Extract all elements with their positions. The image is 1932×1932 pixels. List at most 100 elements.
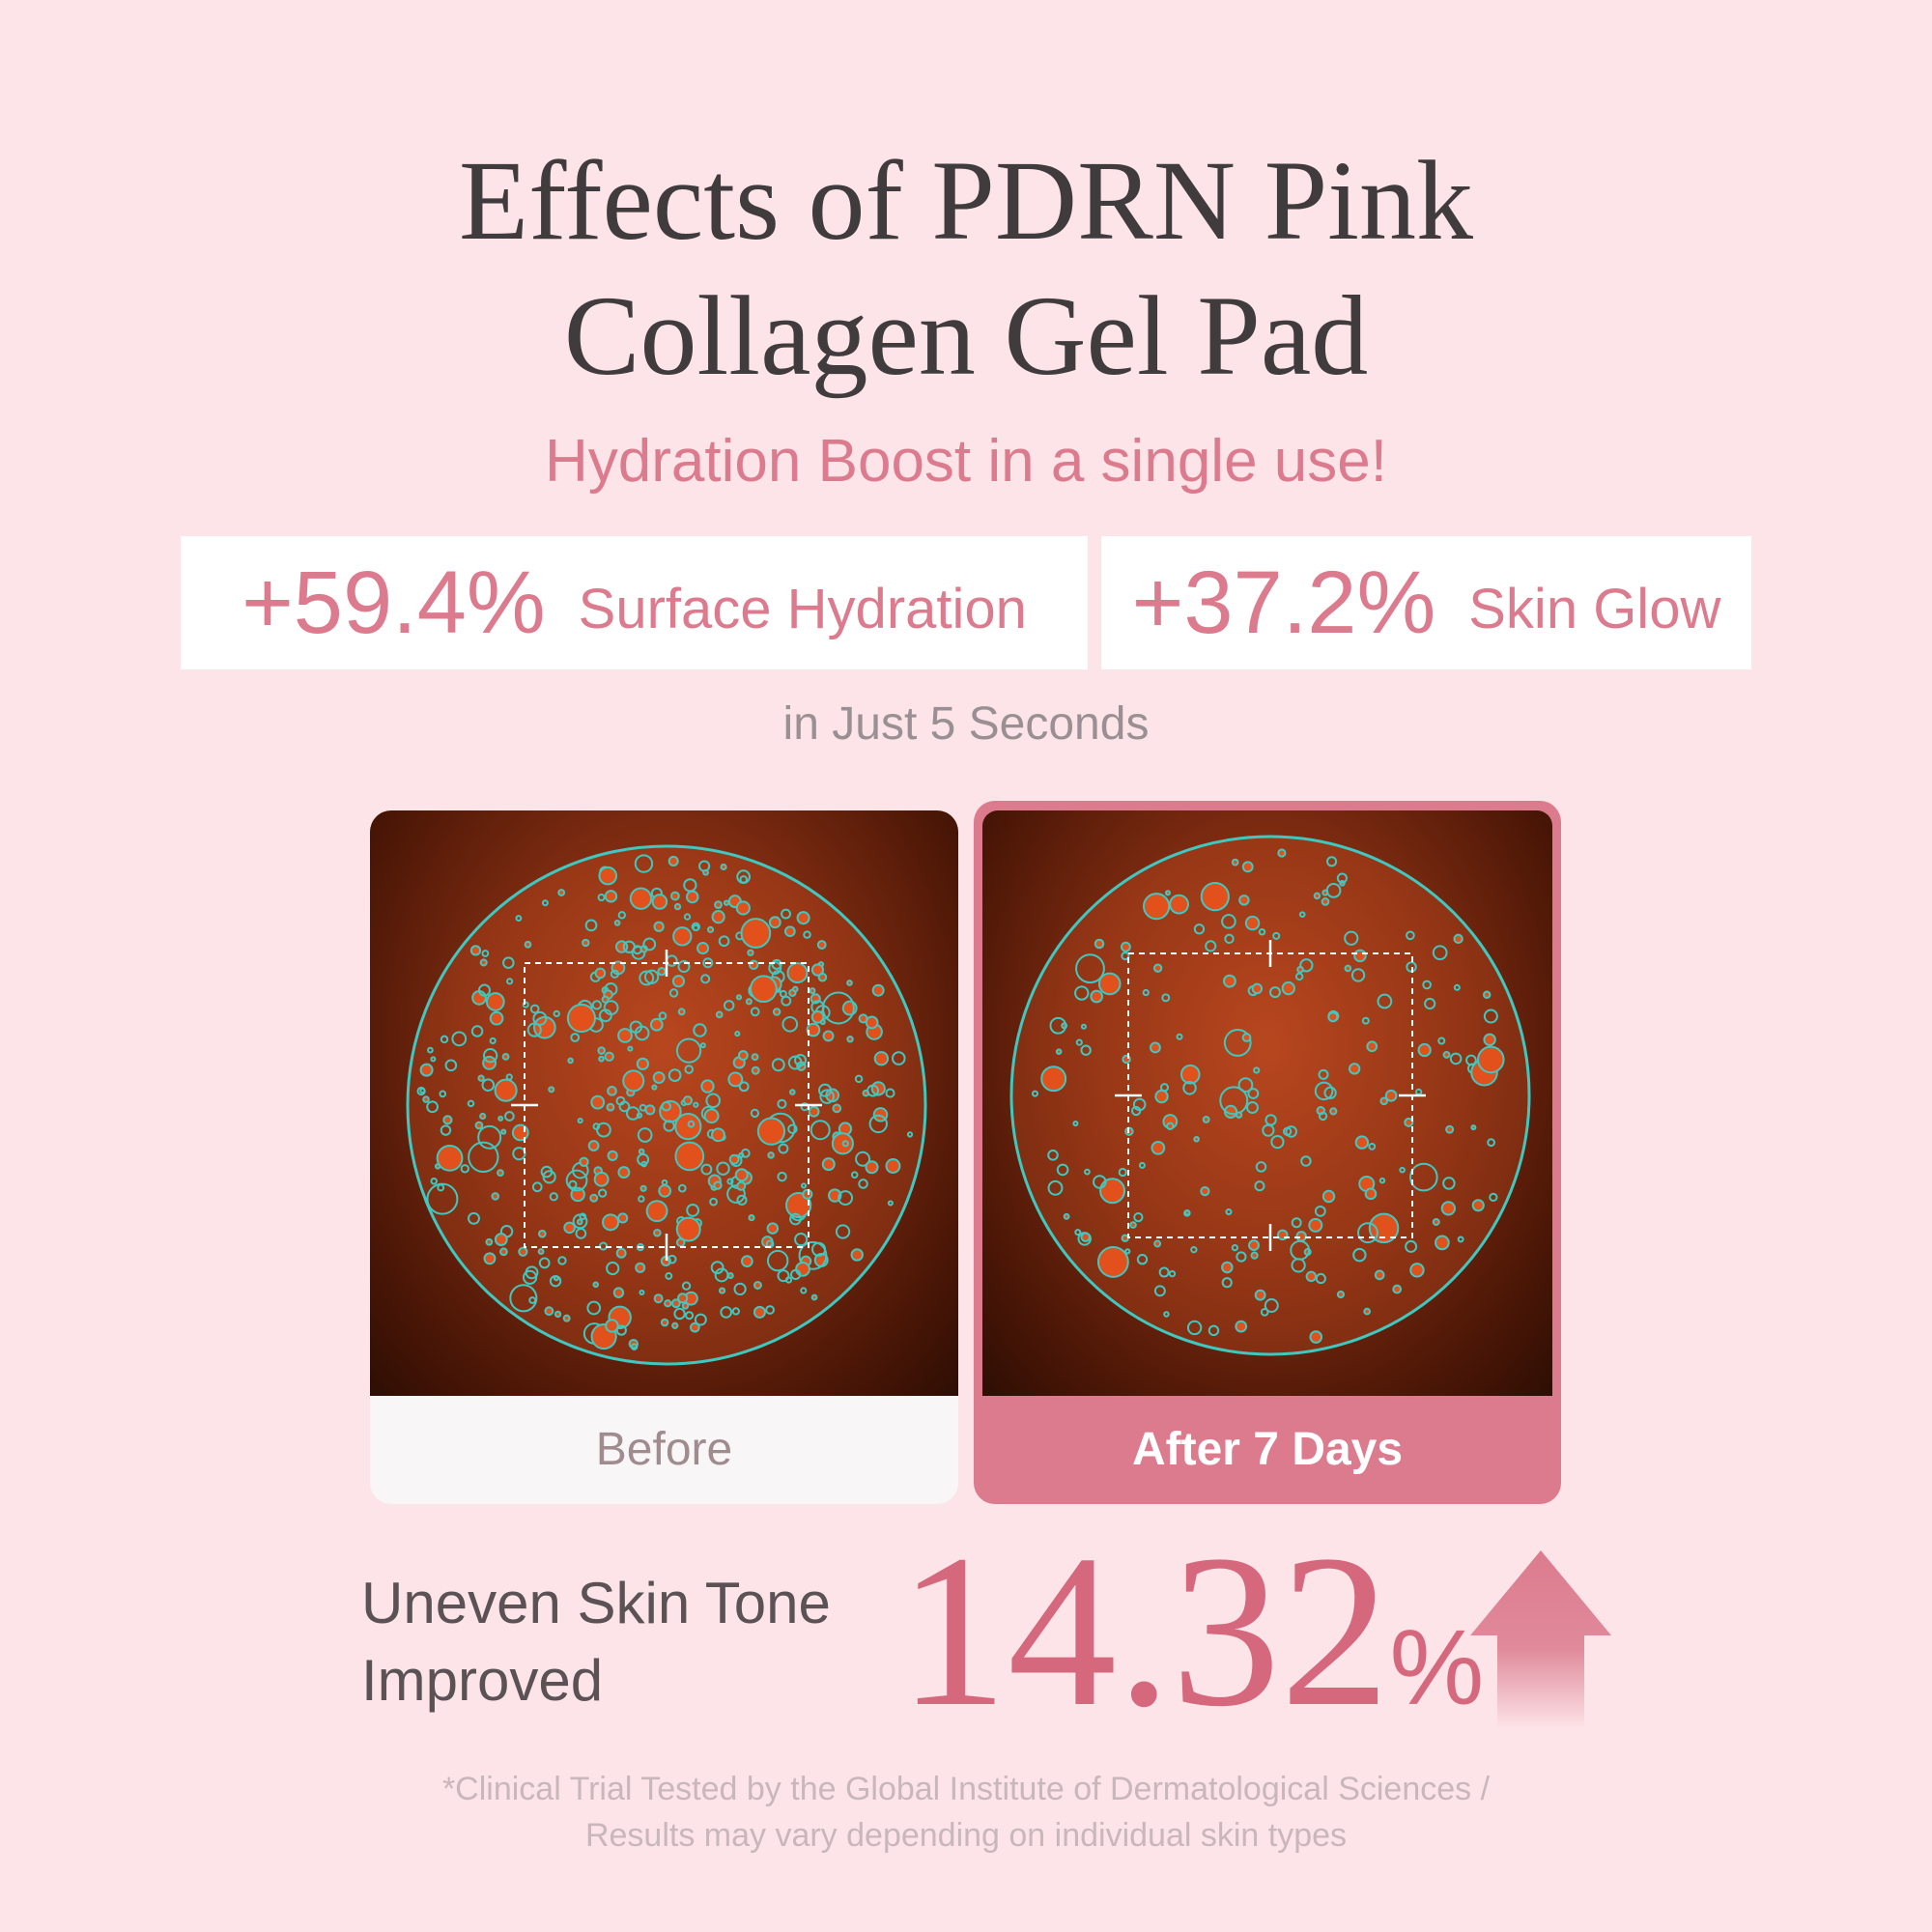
contour-spot (651, 894, 668, 910)
contour-spot (460, 1164, 469, 1174)
contour-spot (632, 945, 642, 955)
contour-spot (1074, 1229, 1082, 1236)
contour-spot (422, 1095, 430, 1103)
contour-spot (1094, 938, 1105, 950)
contour-spot (756, 1117, 786, 1146)
contour-spot (440, 1035, 449, 1044)
contour-spot (594, 967, 607, 980)
contour-spot (586, 1300, 602, 1316)
contour-spot (637, 1152, 650, 1166)
contour-spot (541, 899, 549, 907)
contour-spot (810, 1120, 831, 1141)
contour-spot (657, 967, 667, 977)
contour-spot (1299, 958, 1314, 973)
contour-spot (1190, 1246, 1198, 1254)
contour-spot (605, 1319, 619, 1333)
contour-spot (1154, 1089, 1169, 1104)
contour-spot (781, 1015, 799, 1033)
contour-spot (702, 957, 714, 969)
stat-label: Skin Glow (1468, 577, 1721, 640)
contour-spot (501, 1053, 510, 1061)
contour-spot (575, 1227, 587, 1239)
contour-spot (1449, 1052, 1463, 1065)
contour-spot (1097, 972, 1122, 996)
contour-spot (664, 1299, 672, 1308)
contour-spot (1374, 1269, 1385, 1281)
contour-spot (660, 1318, 669, 1327)
contour-spot (658, 1183, 672, 1198)
contour-spot (532, 1010, 548, 1026)
contour-spot (810, 963, 825, 977)
contour-spot (1143, 893, 1171, 921)
contour-spot (468, 1141, 499, 1173)
contour-spot (1056, 1163, 1069, 1177)
contour-spot (1080, 1023, 1087, 1030)
contour-spot (1285, 1125, 1298, 1138)
contour-spot (786, 962, 809, 983)
contour-spot (677, 1293, 689, 1304)
contour-spot (1409, 1263, 1425, 1278)
contour-spot (1055, 1048, 1063, 1056)
contour-spot (500, 1128, 507, 1135)
contour-spot (557, 889, 566, 896)
contour-spot (468, 1211, 480, 1225)
contour-spot (795, 1261, 810, 1277)
contour-spot (528, 1296, 537, 1304)
contour-spot (483, 1252, 497, 1265)
contour-spot (818, 1083, 833, 1097)
contour-spot (1193, 923, 1206, 935)
contour-spot (481, 950, 490, 957)
contour-spot (705, 1093, 722, 1109)
contour-spot (838, 1190, 854, 1206)
contour-spot (768, 961, 782, 976)
contour-spot (629, 887, 653, 910)
contour-spot (653, 921, 665, 932)
contour-spot (598, 1055, 605, 1063)
contour-spot (685, 1311, 695, 1321)
contour-spot (592, 1122, 601, 1130)
contour-spot (846, 1036, 854, 1043)
contour-spot (740, 918, 772, 949)
before-panel: Before (370, 810, 958, 1504)
contour-spot (1442, 1177, 1456, 1190)
contour-spot (736, 1194, 748, 1206)
contour-spot (1457, 1236, 1464, 1243)
contour-spot (1153, 1285, 1166, 1297)
contour-spot (784, 1276, 793, 1284)
contour-spot (576, 1218, 583, 1226)
contour-spot (781, 995, 792, 1007)
contour-spot (686, 1204, 700, 1217)
contour-spot (714, 900, 723, 909)
contour-spot (1223, 1029, 1252, 1057)
before-caption: Before (595, 1424, 733, 1475)
contour-spot (1308, 1217, 1323, 1233)
contour-spot (703, 1108, 720, 1124)
contour-spot (668, 988, 679, 998)
contour-spot (1136, 1254, 1149, 1265)
contour-spot (639, 970, 655, 986)
contour-spot (617, 1028, 633, 1043)
contour-spot (768, 916, 781, 929)
contour-spot (1219, 1086, 1249, 1116)
contour-spot (1465, 1054, 1477, 1066)
contour-spot (735, 900, 751, 916)
contour-spot (668, 1068, 682, 1082)
contour-spot (1318, 1068, 1329, 1080)
contour-spot (636, 1057, 649, 1070)
contour-spot (598, 866, 618, 886)
contour-spot (1075, 953, 1105, 984)
contour-spot (597, 1046, 606, 1055)
contour-spot (1409, 1162, 1438, 1192)
contour-spot (1417, 1042, 1432, 1058)
contour-spot (1442, 1050, 1451, 1059)
contour-spot (607, 1150, 618, 1161)
contour-spot (800, 1287, 808, 1294)
contour-spot (589, 1193, 599, 1203)
contour-spot (613, 920, 621, 926)
contour-spot (568, 1179, 578, 1189)
contour-spot (1483, 1033, 1496, 1046)
contour-spot (1440, 1201, 1457, 1216)
contour-spot (548, 1086, 555, 1094)
contour-spot (566, 1003, 596, 1034)
contour-spot (693, 1023, 707, 1037)
